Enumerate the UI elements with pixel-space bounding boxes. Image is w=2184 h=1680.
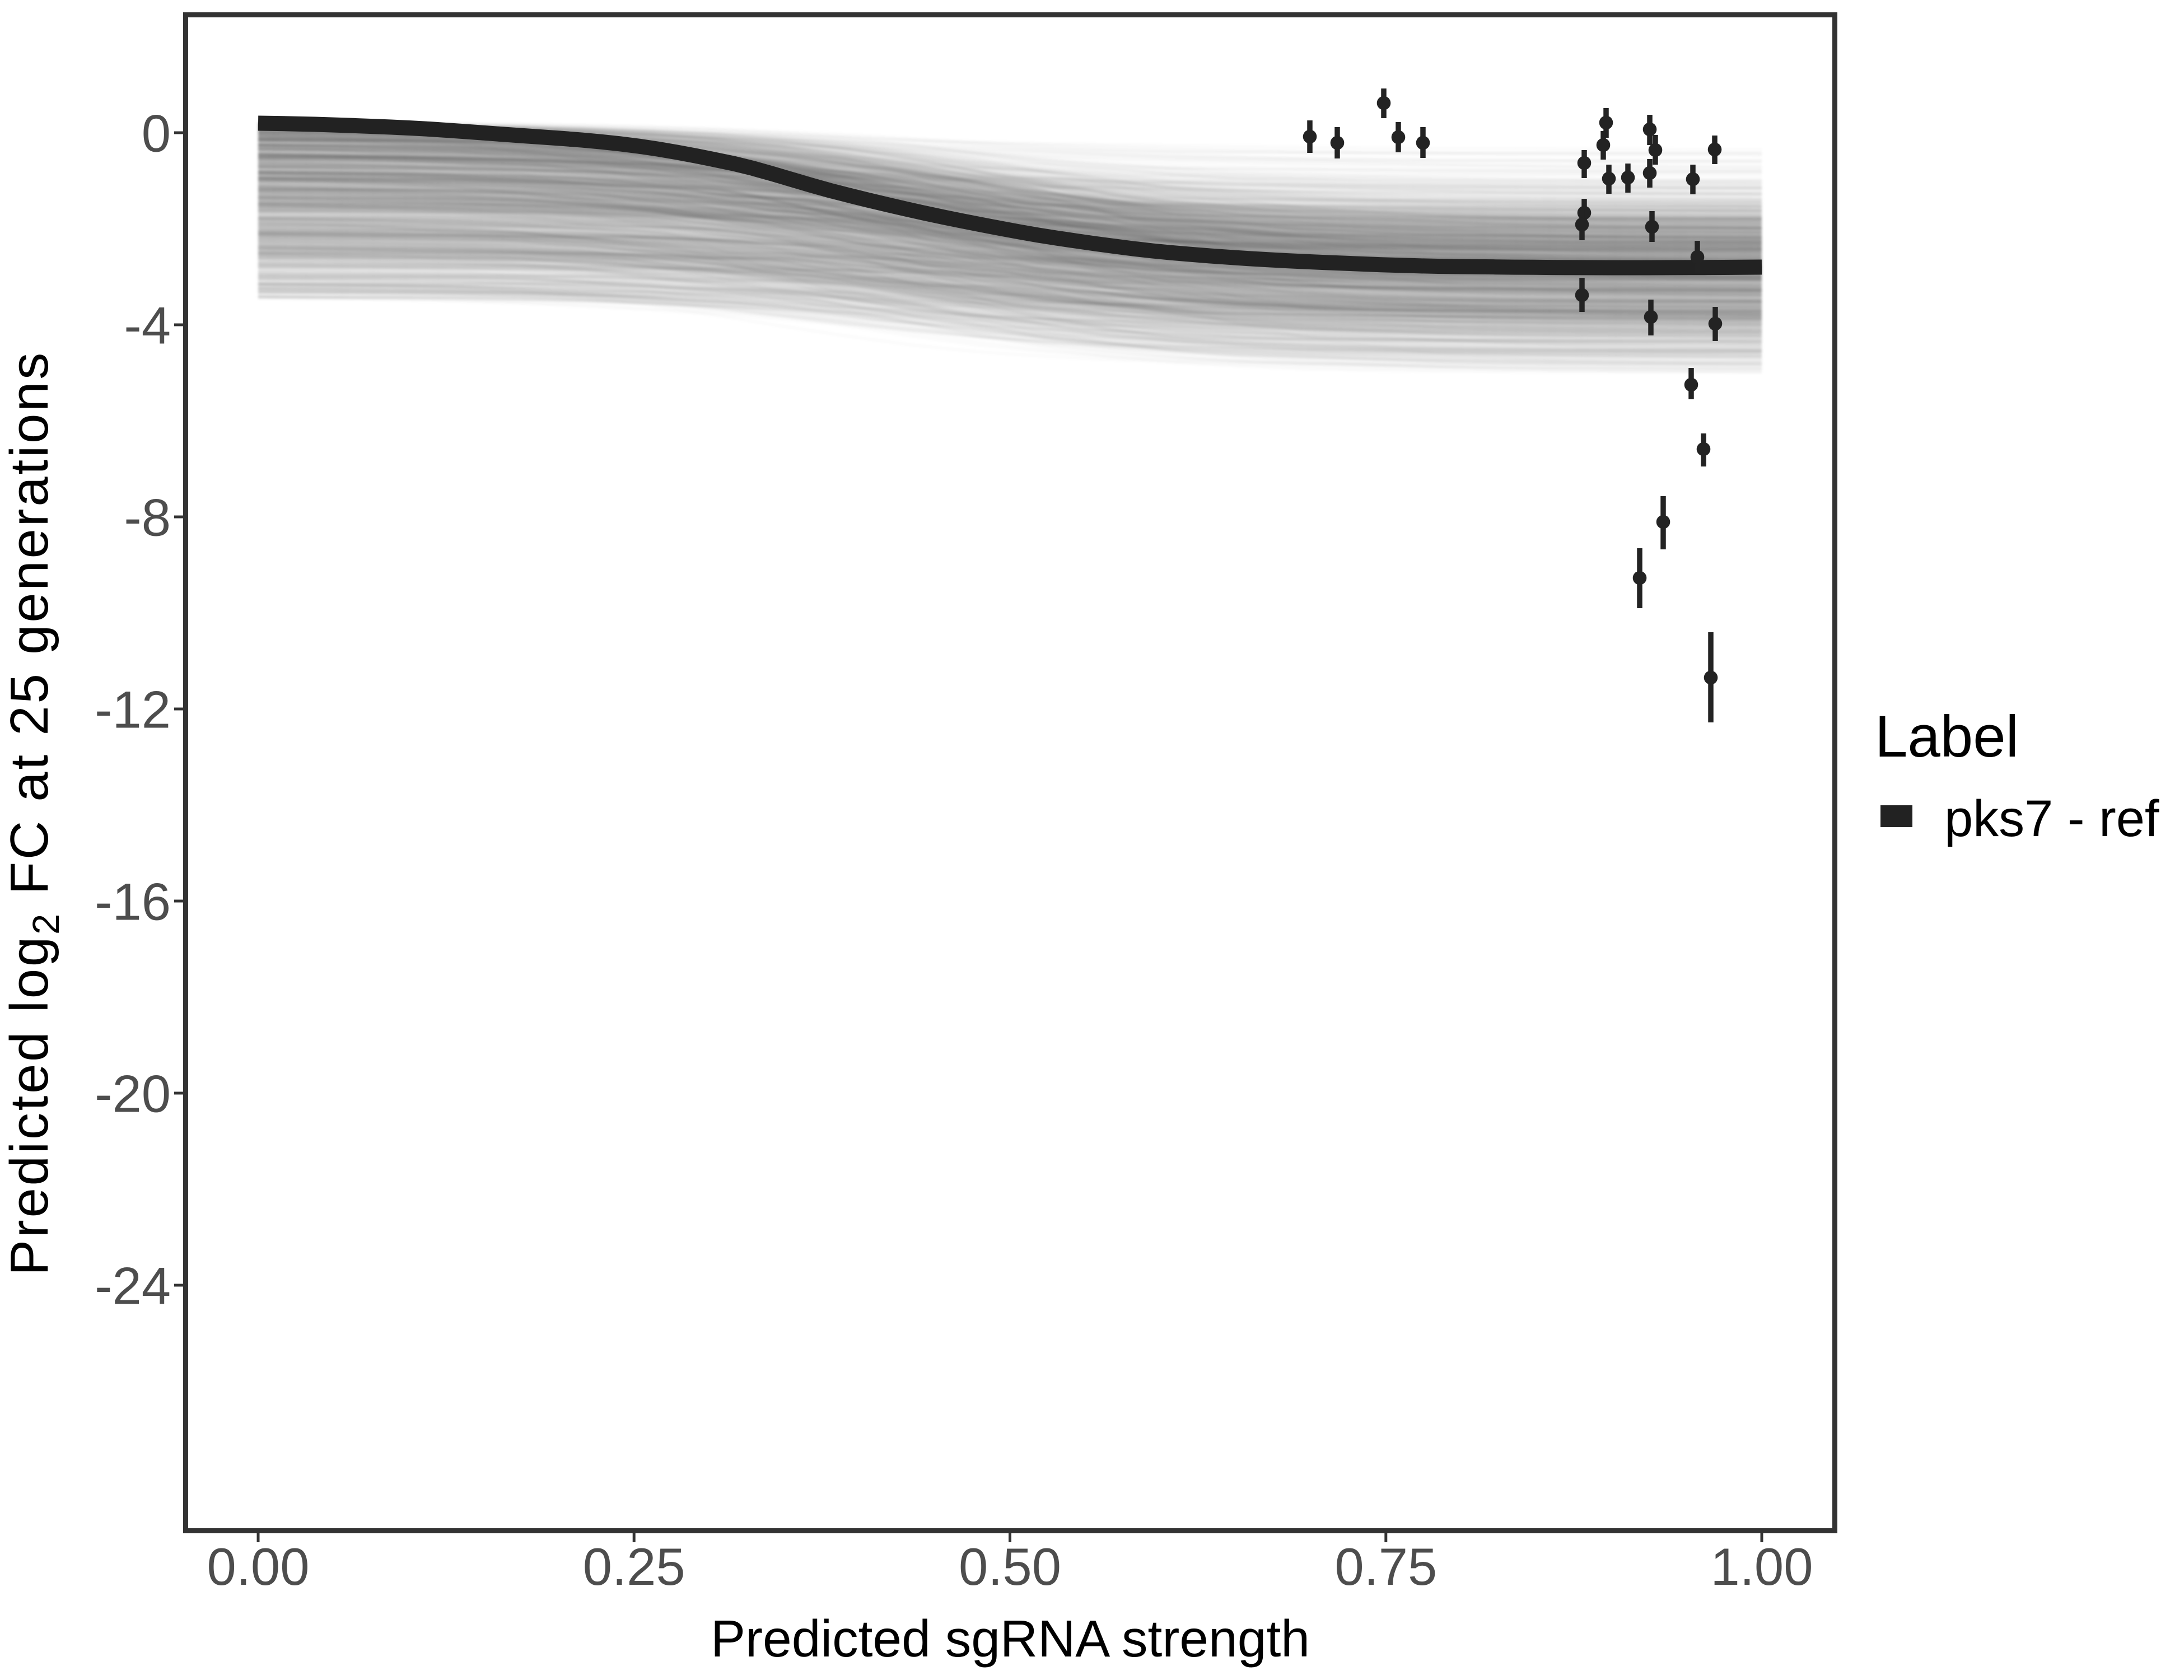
svg-text:-4: -4 bbox=[124, 296, 171, 355]
svg-text:-16: -16 bbox=[95, 872, 171, 931]
svg-text:Predicted sgRNA strength: Predicted sgRNA strength bbox=[711, 1609, 1310, 1668]
svg-text:-12: -12 bbox=[95, 680, 171, 739]
svg-text:0: 0 bbox=[142, 104, 171, 163]
svg-text:0.25: 0.25 bbox=[583, 1537, 685, 1596]
svg-text:pks7 - ref: pks7 - ref bbox=[1944, 790, 2159, 847]
svg-text:0.00: 0.00 bbox=[207, 1537, 310, 1596]
svg-text:-20: -20 bbox=[95, 1065, 171, 1123]
svg-text:-24: -24 bbox=[95, 1257, 171, 1315]
svg-text:-8: -8 bbox=[124, 488, 171, 547]
svg-text:Label: Label bbox=[1875, 704, 2019, 769]
svg-text:0.75: 0.75 bbox=[1334, 1537, 1437, 1596]
svg-text:1.00: 1.00 bbox=[1711, 1537, 1813, 1596]
svg-text:Predicted log2 FC at 25 gener: Predicted log2 FC at 25 generations bbox=[0, 351, 67, 1276]
svg-text:0.50: 0.50 bbox=[959, 1537, 1061, 1596]
